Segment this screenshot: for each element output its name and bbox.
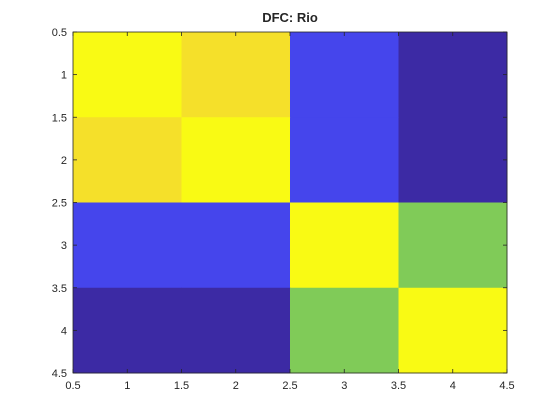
x-tick-label: 4 xyxy=(450,380,456,392)
heatmap-cell-r2-c2 xyxy=(181,117,291,203)
heatmap-cell-r2-c1 xyxy=(73,117,182,203)
y-tick-label: 4.5 xyxy=(52,368,67,380)
x-tick-label: 4.5 xyxy=(499,380,514,392)
x-tick-label: 2 xyxy=(233,380,239,392)
heatmap-cell-r2-c3 xyxy=(290,117,399,203)
heatmap-cell-r3-c1 xyxy=(73,202,182,289)
x-tick-label: 3 xyxy=(341,380,347,392)
y-tick-label: 1 xyxy=(61,70,67,82)
heatmap-cell-r1-c4 xyxy=(398,32,508,118)
heatmap-cell-r4-c3 xyxy=(290,287,399,374)
heatmap-cell-r4-c2 xyxy=(181,287,291,374)
heatmap-cell-r1-c1 xyxy=(73,32,182,118)
y-tick-label: 1.5 xyxy=(52,112,67,124)
chart-title: DFC: Rio xyxy=(262,10,318,25)
heatmap-cell-r3-c4 xyxy=(398,202,508,289)
heatmap-cell-r4-c4 xyxy=(398,287,508,374)
heatmap-cell-r4-c1 xyxy=(73,287,182,374)
heatmap-cell-r1-c2 xyxy=(181,32,291,118)
x-tick-label: 0.5 xyxy=(65,380,80,392)
x-tick-label: 2.5 xyxy=(282,380,297,392)
y-tick-label: 2.5 xyxy=(52,198,67,210)
heatmap-cells xyxy=(73,32,508,374)
heatmap-cell-r3-c3 xyxy=(290,202,399,289)
axes: 0.5 1 1.5 2 2.5 3 3.5 4 4.50.511.522.533.544.5 xyxy=(52,27,515,392)
heatmap-cell-r2-c4 xyxy=(398,117,508,203)
heatmap-cell-r3-c2 xyxy=(181,202,291,289)
y-tick-label: 4 xyxy=(61,325,67,337)
y-tick-label: 3 xyxy=(61,240,67,252)
y-tick-label: 3.5 xyxy=(52,283,67,295)
y-tick-label: 2 xyxy=(61,155,67,167)
x-tick-label: 1.5 xyxy=(174,380,189,392)
heatmap-cell-r1-c3 xyxy=(290,32,399,118)
x-tick-label: 3.5 xyxy=(391,380,406,392)
x-tick-label: 1 xyxy=(124,380,130,392)
y-tick-label: 0.5 xyxy=(52,27,67,39)
